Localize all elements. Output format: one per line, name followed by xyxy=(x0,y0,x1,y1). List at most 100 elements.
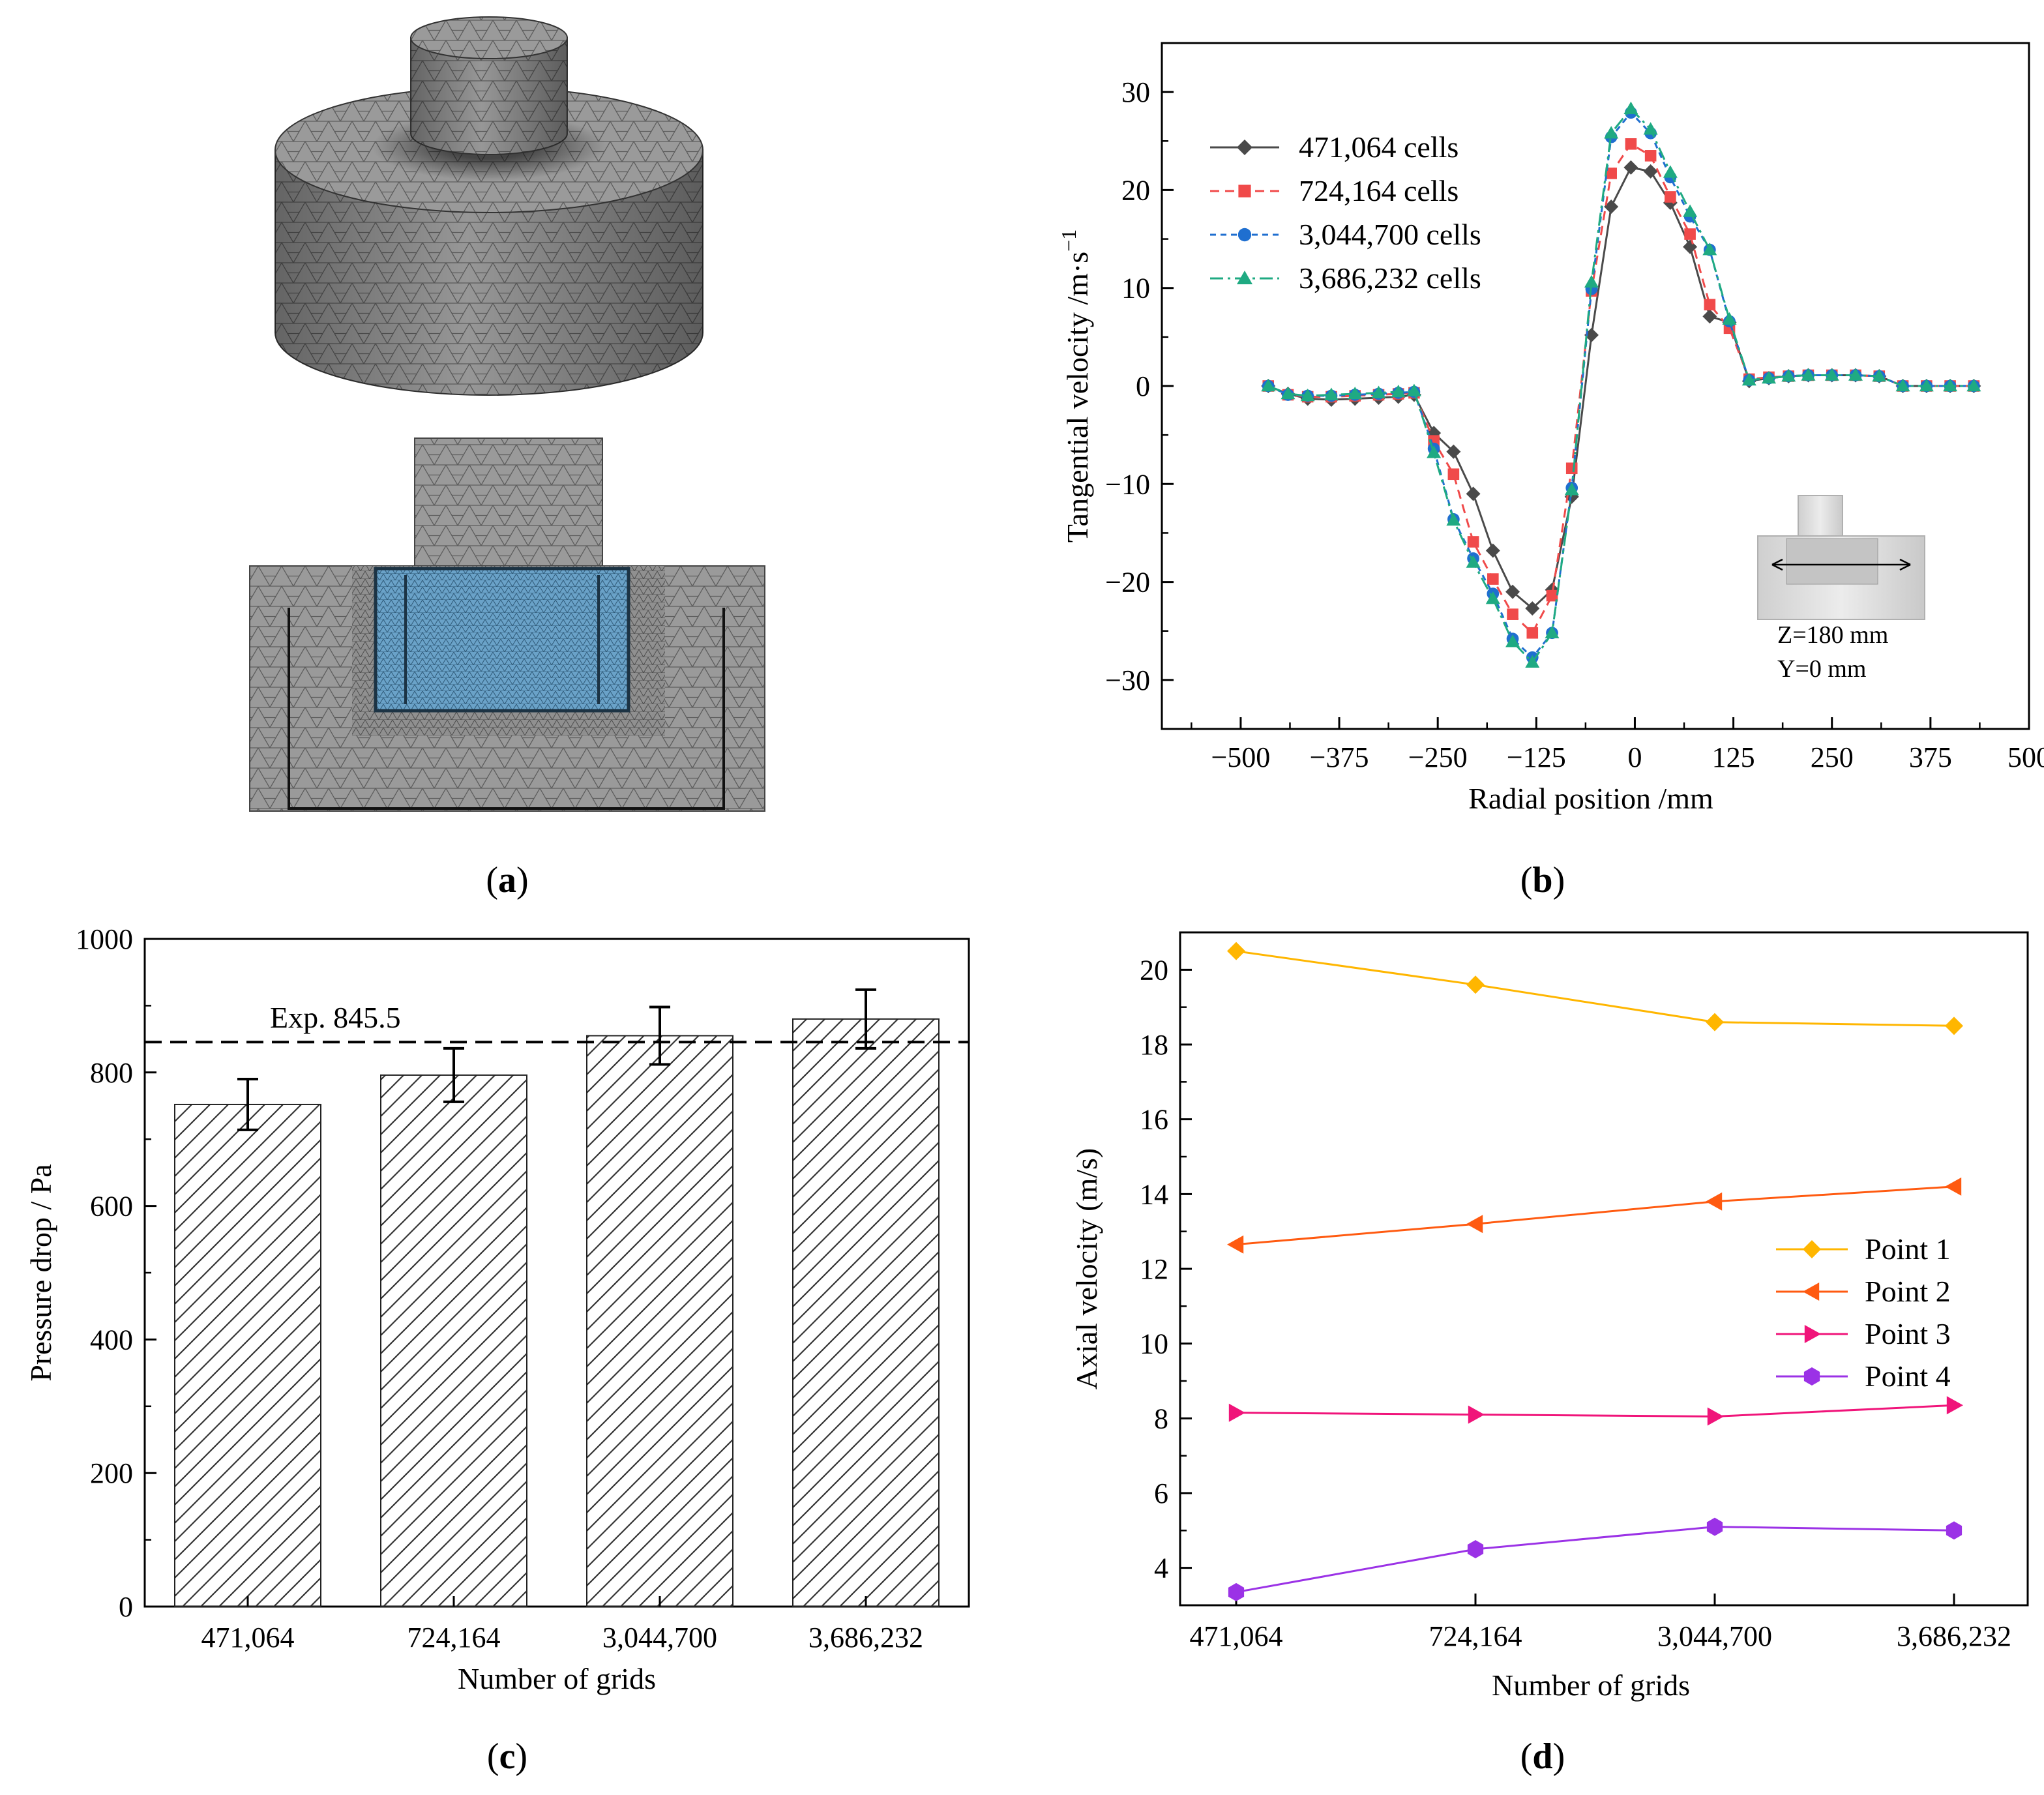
y-axis-title-d: Axial velocity (m/s) xyxy=(1070,1148,1103,1389)
bar-c xyxy=(174,1103,321,1607)
data-point-d xyxy=(1945,1016,1963,1035)
data-point-b xyxy=(1704,299,1716,311)
data-point-b xyxy=(1762,370,1776,384)
data-point-b xyxy=(1505,634,1520,647)
data-point-b xyxy=(1525,655,1540,668)
x-tick-label-c: 3,044,700 xyxy=(602,1622,717,1654)
legend-marker-b xyxy=(1237,228,1252,242)
data-point-b xyxy=(1643,164,1658,179)
data-point-b xyxy=(1391,385,1406,398)
legend-marker-d xyxy=(1803,1367,1820,1386)
data-point-b xyxy=(1466,486,1481,501)
x-tick-label-b: −375 xyxy=(1310,741,1369,773)
y-tick-label-b: 20 xyxy=(1121,174,1150,206)
data-point-b xyxy=(1623,101,1638,114)
x-axis-d: 471,064 724,164 3,044,700 3,686,232 xyxy=(1190,1594,2011,1652)
series-group-d xyxy=(1227,942,1963,1601)
legend-b: 471,064 cells 724,164 cells 3,044,700 cell… xyxy=(1210,130,1481,295)
series-d xyxy=(1227,1177,1962,1254)
y-axis-d: 4 6 8 10 12 14 16 18 20 xyxy=(1140,931,1192,1607)
legend-marker-b xyxy=(1237,271,1252,284)
x-axis-title-c: Number of grids xyxy=(458,1662,656,1695)
x-tick-label-c: 471,064 xyxy=(201,1622,295,1654)
series-line-d xyxy=(1236,1185,1955,1246)
data-point-b xyxy=(1623,160,1638,175)
error-bar-c xyxy=(649,1005,670,1066)
bars-group-c xyxy=(174,988,940,1607)
series-line-d xyxy=(1236,950,1955,1027)
data-point-b xyxy=(1919,379,1934,392)
y-tick-label-d: 4 xyxy=(1154,1552,1168,1584)
panel-d-chart: 4 6 8 10 12 14 16 18 20 471,064 724,164 3,044,700 3… xyxy=(1070,931,2029,1777)
y-tick-label-c: 400 xyxy=(90,1324,133,1356)
x-tick-label-b: 125 xyxy=(1712,741,1755,773)
data-point-b xyxy=(1446,512,1461,526)
legend-label-d: Point 3 xyxy=(1865,1317,1951,1350)
series-group-b xyxy=(1261,101,1981,668)
data-point-d xyxy=(1706,1517,1723,1536)
series-d xyxy=(1228,1517,1963,1601)
data-point-b xyxy=(1467,536,1479,548)
legend-marker-d xyxy=(1803,1283,1820,1301)
y-tick-label-b: −10 xyxy=(1105,468,1150,500)
data-point-b xyxy=(1644,150,1657,162)
legend-marker-d xyxy=(1803,1240,1821,1258)
y-tick-label-d: 6 xyxy=(1154,1477,1168,1509)
panel-label-c: (c) xyxy=(487,1736,527,1777)
bar-c xyxy=(380,1074,527,1607)
data-point-b xyxy=(1427,445,1442,458)
data-point-b xyxy=(1943,379,1958,392)
data-point-b xyxy=(1261,379,1276,392)
cyclone-3d-mesh xyxy=(274,16,704,396)
y-tick-label-d: 16 xyxy=(1140,1104,1168,1136)
data-point-b xyxy=(1722,312,1737,325)
data-point-b xyxy=(1872,368,1887,382)
data-point-b xyxy=(1324,387,1339,400)
y-axis-title-b: Tangential velocity /m·s−1 xyxy=(1057,230,1094,542)
panel-label-b: (b) xyxy=(1520,860,1565,900)
data-point-d xyxy=(1468,1405,1485,1424)
y-tick-label-d: 8 xyxy=(1154,1402,1168,1434)
data-point-b xyxy=(1663,165,1678,178)
x-tick-label-d: 471,064 xyxy=(1190,1620,1283,1652)
data-point-b xyxy=(1604,126,1619,139)
y-tick-label-c: 200 xyxy=(90,1457,133,1489)
y-tick-label-d: 18 xyxy=(1140,1029,1168,1061)
legend-d: Point 1 Point 2 Point 3 Point 4 xyxy=(1776,1232,1951,1393)
data-point-b xyxy=(1604,199,1619,214)
inset-diagram-b: Z=180 mm Y=0 mm xyxy=(1757,495,1925,683)
inset-label-y: Y=0 mm xyxy=(1777,655,1867,683)
data-point-b xyxy=(1565,462,1578,475)
y-tick-label-b: 10 xyxy=(1121,273,1150,304)
legend-marker-b xyxy=(1237,140,1252,155)
data-point-d xyxy=(1707,1407,1724,1426)
error-bar-c xyxy=(237,1078,258,1131)
x-tick-label-d: 724,164 xyxy=(1429,1620,1522,1652)
data-point-d xyxy=(1227,942,1245,960)
data-point-d xyxy=(1706,1192,1723,1211)
data-point-b xyxy=(1665,191,1676,203)
y-tick-label-d: 20 xyxy=(1140,954,1168,986)
data-point-b xyxy=(1485,591,1500,604)
panel-c-chart: 0 200 400 600 800 1000 Exp. 845.5 471,064 724,… xyxy=(24,923,970,1777)
data-point-b xyxy=(1824,368,1839,381)
data-point-b xyxy=(1348,387,1363,400)
data-point-b xyxy=(1584,274,1599,288)
x-tick-label-b: 0 xyxy=(1627,741,1642,773)
y-tick-label-b: −30 xyxy=(1105,664,1150,696)
data-point-b xyxy=(1564,482,1579,496)
data-point-b xyxy=(1446,444,1461,459)
x-tick-label-b: 250 xyxy=(1811,741,1854,773)
data-point-d xyxy=(1227,1235,1244,1254)
x-tick-label-b: −500 xyxy=(1211,741,1270,773)
panel-label-a: (a) xyxy=(486,860,528,900)
legend-marker-d xyxy=(1804,1325,1821,1343)
y-tick-label-d: 12 xyxy=(1140,1253,1168,1285)
series-b xyxy=(1261,101,1981,668)
cyclone-section-mesh xyxy=(249,438,765,812)
y-tick-label-c: 0 xyxy=(119,1591,133,1623)
y-tick-label-b: 30 xyxy=(1121,76,1150,108)
series-line-d xyxy=(1236,1404,1955,1418)
data-point-d xyxy=(1466,975,1485,994)
data-point-b xyxy=(1505,584,1520,599)
